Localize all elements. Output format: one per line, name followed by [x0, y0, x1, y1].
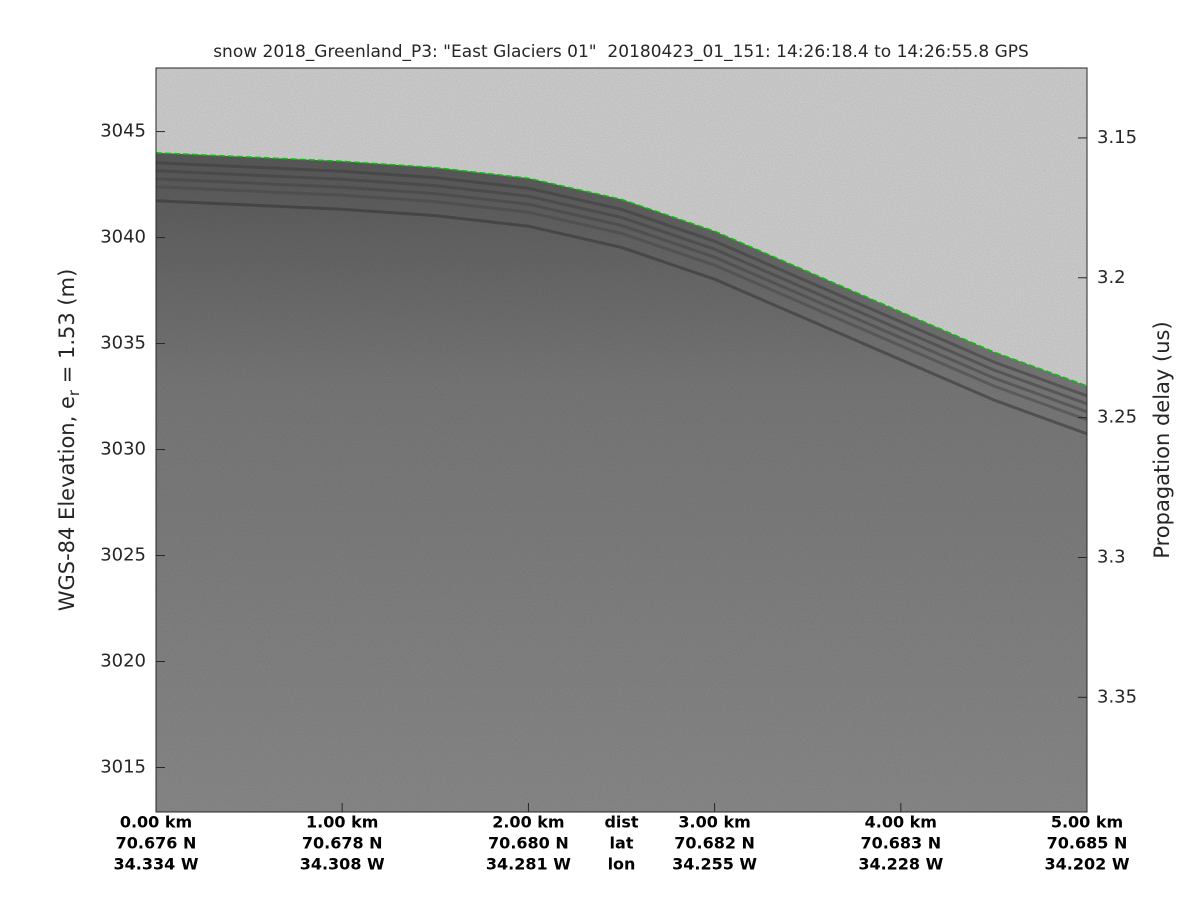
y2-tick-label: 3.25 [1097, 407, 1137, 428]
y2-tick-label: 3.3 [1097, 546, 1126, 567]
y-label-part: WGS-84 Elevation, e [55, 396, 79, 611]
x-tick-label: 5.00 km [1051, 813, 1123, 832]
internal-layer [156, 185, 1087, 422]
x-row-label: dist [604, 813, 638, 832]
y-axis-label: WGS-84 Elevation, er = 1.53 (m) [55, 269, 83, 612]
plot-frame [155, 67, 1088, 813]
x-tick-label: 2.00 km [492, 813, 564, 832]
x-tick-label: 0.00 km [120, 813, 192, 832]
y-tick-label: 3030 [100, 439, 146, 460]
x-tick-label: 4.00 km [865, 813, 937, 832]
y-tick-label: 3040 [100, 227, 146, 248]
x-tick-lon: 34.334 W [114, 855, 199, 874]
x-tick-label: 1.00 km [306, 813, 378, 832]
y-tick-label: 3015 [100, 756, 146, 777]
y-tick-label: 3045 [100, 121, 146, 142]
y-tick-label: 3020 [100, 651, 146, 672]
y-label-part: = 1.53 (m) [55, 269, 79, 390]
x-tick-lon: 34.281 W [486, 855, 571, 874]
x-row-label: lat [610, 834, 634, 853]
internal-layer [156, 161, 1087, 398]
x-row-label: lon [608, 855, 636, 874]
surface-line [156, 152, 1087, 387]
x-tick-lat: 70.682 N [674, 834, 755, 853]
internal-layer [156, 169, 1087, 406]
x-tick-lat: 70.676 N [116, 834, 197, 853]
x-tick-lat: 70.678 N [302, 834, 383, 853]
y-tick-label: 3025 [100, 545, 146, 566]
y2-tick-label: 3.15 [1097, 127, 1137, 148]
y2-axis-label: Propagation delay (us) [1150, 321, 1174, 558]
internal-layer [156, 177, 1087, 414]
x-tick-lon: 34.308 W [300, 855, 385, 874]
x-tick-lat: 70.680 N [488, 834, 569, 853]
chart-title: snow 2018_Greenland_P3: "East Glaciers 0… [213, 42, 1029, 62]
y2-tick-label: 3.35 [1097, 686, 1137, 707]
x-tick-lat: 70.685 N [1047, 834, 1128, 853]
x-tick-lat: 70.683 N [860, 834, 941, 853]
y-label-sub: r [65, 389, 83, 396]
internal-layer [156, 199, 1087, 436]
x-tick-lon: 34.202 W [1045, 855, 1130, 874]
x-tick-label: 3.00 km [678, 813, 750, 832]
x-tick-lon: 34.228 W [858, 855, 943, 874]
x-tick-lon: 34.255 W [672, 855, 757, 874]
plot-area [156, 152, 1087, 812]
y2-tick-label: 3.2 [1097, 267, 1126, 288]
y-tick-label: 3035 [100, 333, 146, 354]
